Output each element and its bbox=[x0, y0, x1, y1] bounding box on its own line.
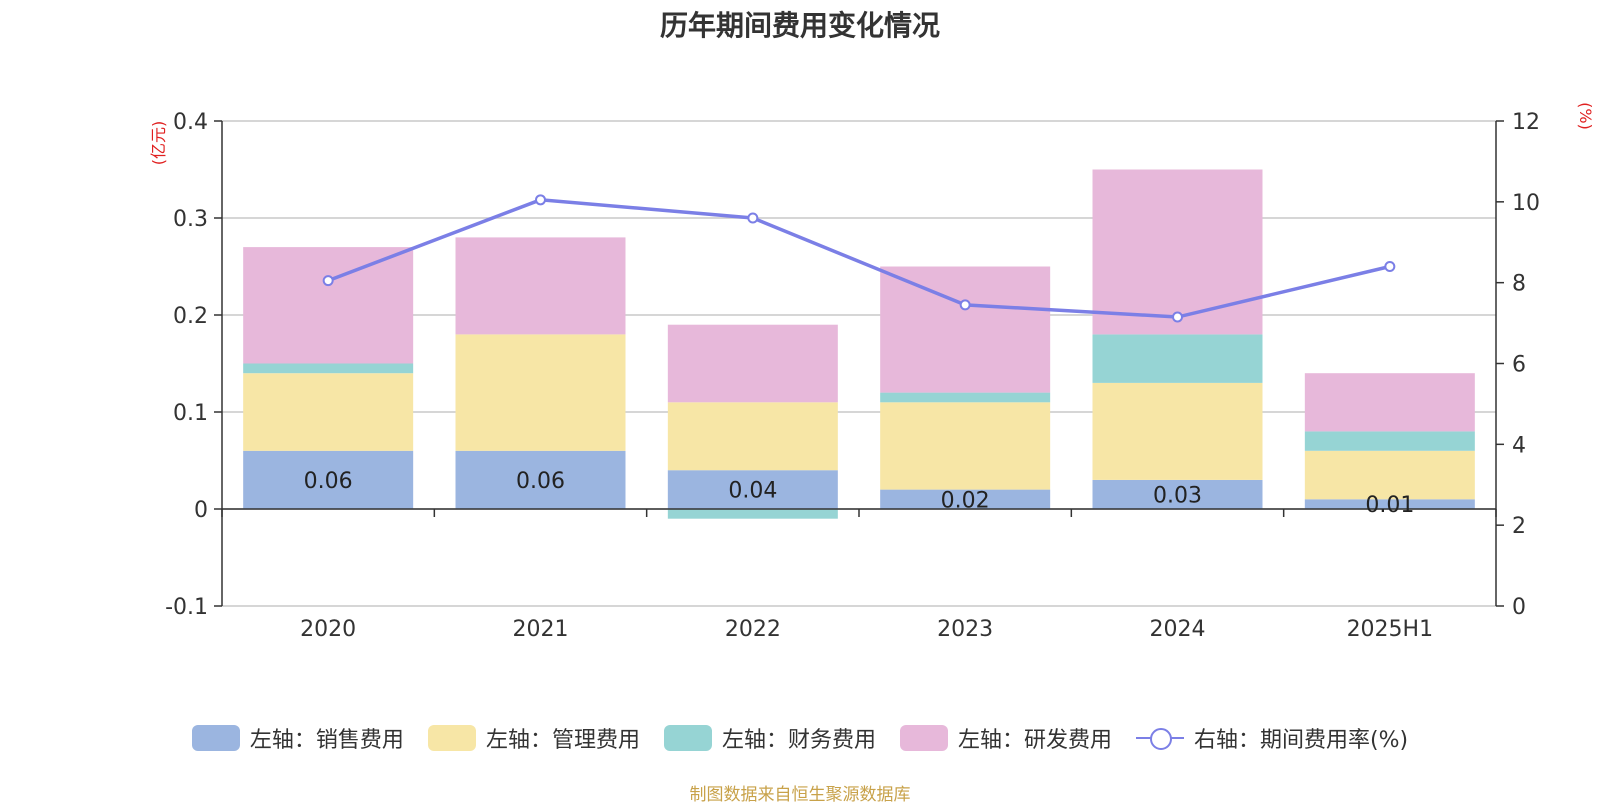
bar-data-label: 0.06 bbox=[516, 469, 565, 494]
left-axis-tick-label: 0.3 bbox=[173, 207, 208, 232]
bar-segment bbox=[667, 324, 838, 403]
bar-segment bbox=[243, 247, 414, 364]
bar-segment bbox=[1092, 382, 1263, 480]
right-axis-tick-label: 6 bbox=[1512, 353, 1526, 378]
bar-segment bbox=[1304, 373, 1475, 432]
right-axis-tick-label: 10 bbox=[1512, 191, 1540, 216]
rate-point bbox=[1384, 261, 1396, 272]
x-axis-tick-label: 2024 bbox=[1150, 617, 1206, 642]
data-source-note: 制图数据来自恒生聚源数据库 bbox=[689, 785, 911, 805]
bar-segment bbox=[1092, 334, 1263, 383]
bar-segment bbox=[243, 363, 414, 374]
legend-label: 左轴：管理费用 bbox=[485, 728, 640, 753]
rate-point bbox=[747, 212, 759, 224]
legend-label: 左轴：销售费用 bbox=[249, 728, 404, 753]
legend-label: 右轴：期间费用率(%) bbox=[1193, 728, 1409, 753]
right-axis-tick-label: 2 bbox=[1512, 514, 1526, 539]
bar-segment bbox=[1304, 431, 1475, 451]
legend-swatch bbox=[427, 725, 476, 751]
bar-data-label: 0.03 bbox=[1153, 483, 1202, 508]
legend-swatch bbox=[663, 725, 712, 751]
x-axis-tick-label: 2021 bbox=[513, 617, 569, 642]
bar-data-label: 0.06 bbox=[304, 469, 353, 494]
right-axis-unit: (%) bbox=[1576, 102, 1595, 130]
bar-data-label: 0.01 bbox=[1365, 493, 1414, 518]
bar-data-label: 0.02 bbox=[941, 488, 990, 513]
bar-series bbox=[243, 169, 1475, 519]
x-axis-tick-label: 2025H1 bbox=[1347, 617, 1434, 642]
bar-segment bbox=[455, 237, 626, 335]
right-axis-tick-label: 8 bbox=[1512, 272, 1526, 297]
x-axis-tick-label: 2023 bbox=[937, 617, 993, 642]
legend: 左轴：销售费用 左轴：管理费用 左轴：财务费用 左轴：研发费用 右轴：期间费用率(%) bbox=[0, 722, 1600, 754]
bar-segment bbox=[880, 392, 1051, 403]
bar-segment bbox=[1092, 479, 1263, 509]
bar-segment bbox=[455, 334, 626, 451]
right-axis-tick-label: 4 bbox=[1512, 433, 1526, 458]
legend-item[interactable]: 左轴：研发费用 bbox=[899, 722, 1112, 754]
bar-segment bbox=[243, 373, 414, 451]
legend-item[interactable]: 左轴：销售费用 bbox=[191, 722, 404, 754]
data-labels: 0.06 0.06 0.04 0.02 0.03 0.01 bbox=[304, 469, 1415, 518]
x-axis-tick-label: 2020 bbox=[300, 617, 356, 642]
bar-segment bbox=[1092, 169, 1263, 335]
left-axis-tick-label: 0.2 bbox=[173, 304, 208, 329]
left-axis-tick-label: 0.1 bbox=[173, 401, 208, 426]
legend-item[interactable]: 左轴：管理费用 bbox=[427, 722, 640, 754]
legend-label: 左轴：财务费用 bbox=[721, 728, 876, 753]
bar-segment bbox=[667, 509, 838, 519]
bar-segment bbox=[880, 489, 1051, 509]
gridlines bbox=[222, 120, 1496, 607]
bar-segment bbox=[880, 402, 1051, 490]
bar-segment bbox=[880, 266, 1051, 393]
right-axis-tick-label: 0 bbox=[1512, 595, 1526, 620]
rate-point bbox=[1172, 311, 1183, 323]
rate-point bbox=[322, 275, 334, 287]
rate-line bbox=[327, 198, 1391, 319]
bar-segment bbox=[667, 402, 838, 471]
left-axis-unit: (亿元) bbox=[149, 121, 168, 166]
legend-label: 左轴：研发费用 bbox=[957, 728, 1112, 753]
bar-segment bbox=[1304, 499, 1475, 509]
line-series bbox=[322, 194, 1396, 323]
legend-item[interactable]: 左轴：财务费用 bbox=[663, 722, 876, 754]
legend-swatch bbox=[899, 725, 948, 751]
x-axis-tick-label: 2022 bbox=[725, 617, 781, 642]
legend-item[interactable]: 右轴：期间费用率(%) bbox=[1135, 722, 1409, 754]
axes bbox=[214, 120, 1504, 607]
right-axis-tick-label: 12 bbox=[1512, 110, 1540, 135]
left-axis-tick-label: 0.4 bbox=[173, 110, 208, 135]
bar-data-label: 0.04 bbox=[728, 479, 777, 504]
left-axis-tick-label: -0.1 bbox=[165, 595, 208, 620]
legend-swatch bbox=[191, 725, 240, 751]
rate-point bbox=[959, 299, 971, 311]
bar-segment bbox=[455, 450, 626, 509]
chart-title: 历年期间费用变化情况 bbox=[659, 9, 940, 42]
bar-segment bbox=[1304, 450, 1475, 500]
bar-segment bbox=[667, 470, 838, 509]
bar-segment bbox=[243, 450, 414, 509]
rate-point bbox=[535, 194, 546, 206]
left-axis-tick-label: 0 bbox=[194, 498, 208, 523]
legend-line-marker-icon bbox=[1135, 725, 1184, 751]
